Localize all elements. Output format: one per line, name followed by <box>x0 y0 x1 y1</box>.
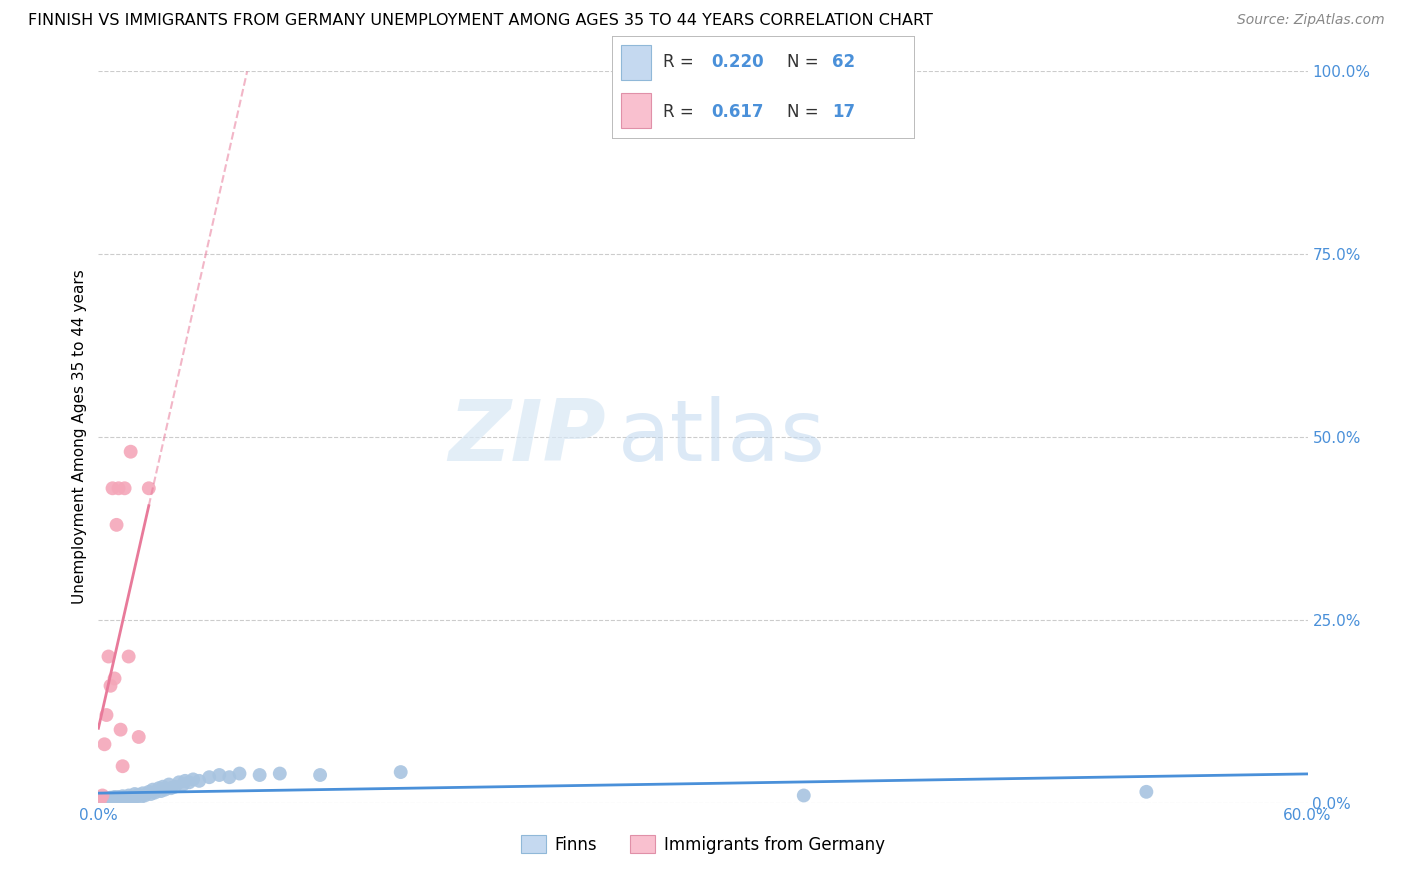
Point <box>160 781 183 796</box>
Text: N =: N = <box>787 54 824 71</box>
Point <box>157 778 180 792</box>
Point <box>124 787 146 801</box>
Point <box>96 708 118 723</box>
Point <box>269 766 291 780</box>
Point <box>100 679 122 693</box>
Text: 0.220: 0.220 <box>711 54 763 71</box>
Point <box>114 481 136 495</box>
Point <box>793 789 815 803</box>
Point <box>97 649 120 664</box>
Point <box>249 768 271 782</box>
Point <box>91 793 114 807</box>
Text: Source: ZipAtlas.com: Source: ZipAtlas.com <box>1237 13 1385 28</box>
Text: ZIP: ZIP <box>449 395 606 479</box>
Point <box>89 794 111 808</box>
Point <box>105 790 128 805</box>
Point <box>198 770 221 784</box>
Point <box>179 775 201 789</box>
Point <box>93 737 115 751</box>
Point <box>93 792 115 806</box>
Point <box>142 782 165 797</box>
Point <box>139 787 162 801</box>
Point <box>114 792 136 806</box>
Point <box>105 792 128 806</box>
Point <box>129 789 152 804</box>
Point <box>97 794 120 808</box>
Point <box>100 794 122 808</box>
Point <box>107 793 129 807</box>
Point <box>107 789 129 804</box>
Point <box>121 790 143 805</box>
Text: 0.617: 0.617 <box>711 103 763 120</box>
Point <box>134 789 156 803</box>
Point <box>89 792 111 806</box>
Point <box>110 723 132 737</box>
Point <box>128 788 150 802</box>
Text: 62: 62 <box>832 54 855 71</box>
Point <box>103 789 125 804</box>
Point <box>218 770 240 784</box>
Text: N =: N = <box>787 103 824 120</box>
Point <box>128 730 150 744</box>
Point <box>1135 785 1157 799</box>
Point <box>174 773 197 788</box>
Point <box>103 672 125 686</box>
Point <box>143 786 166 800</box>
Point <box>138 481 160 495</box>
Point <box>309 768 332 782</box>
Point <box>149 784 172 798</box>
FancyBboxPatch shape <box>620 45 651 79</box>
Point <box>163 780 186 794</box>
Point <box>111 789 134 804</box>
Point <box>181 772 204 787</box>
Point <box>111 791 134 805</box>
Point <box>110 792 132 806</box>
Point <box>167 775 190 789</box>
Point <box>91 789 114 803</box>
Point <box>115 790 138 805</box>
Y-axis label: Unemployment Among Ages 35 to 44 years: Unemployment Among Ages 35 to 44 years <box>72 269 87 605</box>
FancyBboxPatch shape <box>620 93 651 128</box>
Point <box>138 785 160 799</box>
Point <box>96 793 118 807</box>
Legend: Finns, Immigrants from Germany: Finns, Immigrants from Germany <box>515 829 891 860</box>
Point <box>96 791 118 805</box>
Point <box>118 791 141 805</box>
Point <box>148 781 170 796</box>
Point <box>101 793 124 807</box>
Point <box>111 759 134 773</box>
Point <box>152 780 174 794</box>
Point <box>93 794 115 808</box>
Point <box>91 794 114 808</box>
Point <box>101 481 124 495</box>
Text: R =: R = <box>664 54 699 71</box>
Point <box>105 517 128 532</box>
Point <box>120 444 142 458</box>
Point <box>120 789 142 804</box>
Point <box>114 789 136 804</box>
Text: 17: 17 <box>832 103 855 120</box>
Point <box>153 782 176 797</box>
Point <box>228 766 250 780</box>
Point <box>103 794 125 808</box>
Point <box>107 481 129 495</box>
Text: FINNISH VS IMMIGRANTS FROM GERMANY UNEMPLOYMENT AMONG AGES 35 TO 44 YEARS CORREL: FINNISH VS IMMIGRANTS FROM GERMANY UNEMP… <box>28 13 934 29</box>
Point <box>100 790 122 805</box>
Point <box>118 649 141 664</box>
Text: R =: R = <box>664 103 699 120</box>
Point <box>188 773 211 788</box>
Point <box>101 791 124 805</box>
Point <box>118 789 141 803</box>
Point <box>132 786 155 800</box>
Point <box>208 768 231 782</box>
Point <box>172 778 194 792</box>
Text: atlas: atlas <box>619 395 827 479</box>
Point <box>125 789 148 804</box>
Point <box>97 792 120 806</box>
Point <box>389 765 412 780</box>
